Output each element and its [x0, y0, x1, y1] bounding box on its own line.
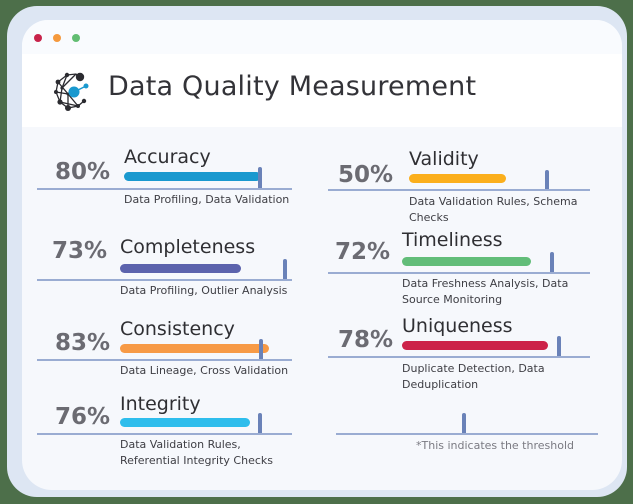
metric-bar	[120, 418, 250, 427]
baseline	[37, 359, 292, 361]
metric-percent: 73%	[52, 238, 108, 264]
metric-name: Uniqueness	[402, 315, 513, 337]
baseline	[37, 279, 292, 281]
window-titlebar	[22, 20, 622, 54]
metric-methods: Data Profiling, Outlier Analysis	[120, 284, 288, 297]
metric-name: Integrity	[120, 393, 201, 415]
metric-bar	[409, 174, 506, 183]
close-dot-icon[interactable]	[34, 34, 42, 42]
baseline	[37, 188, 292, 190]
threshold-marker	[258, 413, 262, 434]
metric-bar	[120, 344, 269, 353]
threshold-marker	[545, 170, 549, 191]
metric-bar	[402, 341, 548, 350]
metric-methods: Data Freshness Analysis, Data Source Mon…	[402, 277, 569, 306]
baseline	[336, 433, 598, 435]
baseline	[328, 356, 590, 358]
metric-methods: Data Profiling, Data Validation	[124, 193, 290, 206]
window-card: Data Quality Measurement 80% Accuracy Da…	[22, 20, 622, 490]
threshold-marker	[550, 252, 554, 273]
maximize-dot-icon[interactable]	[72, 34, 80, 42]
window-frame: Data Quality Measurement 80% Accuracy Da…	[7, 6, 627, 497]
baseline	[328, 189, 590, 191]
metric-methods: Data Validation Rules, Referential Integ…	[120, 438, 273, 467]
header: Data Quality Measurement	[22, 54, 622, 127]
threshold-marker	[462, 413, 466, 434]
metric-bar	[120, 264, 241, 273]
metric-percent: 78%	[338, 327, 394, 353]
metric-name: Timeliness	[402, 229, 503, 251]
metric-percent: 72%	[335, 239, 391, 265]
threshold-marker	[258, 167, 262, 188]
metric-percent: 83%	[55, 330, 111, 356]
metric-name: Accuracy	[124, 146, 211, 168]
threshold-marker	[557, 336, 561, 357]
page-title: Data Quality Measurement	[108, 71, 477, 102]
metric-percent: 76%	[55, 404, 111, 430]
baseline	[37, 433, 292, 435]
metric-methods: Data Validation Rules, Schema Checks	[409, 195, 578, 224]
network-nodes-icon	[54, 72, 89, 111]
metric-percent: 50%	[338, 162, 394, 188]
metric-methods: Data Lineage, Cross Validation	[120, 364, 289, 377]
metric-name: Completeness	[120, 236, 256, 258]
threshold-marker	[259, 339, 263, 360]
threshold-marker	[283, 259, 287, 280]
metric-name: Validity	[409, 148, 479, 170]
metric-bar	[402, 257, 531, 266]
metric-bar	[124, 172, 261, 181]
threshold-note: *This indicates the threshold	[416, 439, 574, 452]
metric-percent: 80%	[55, 159, 111, 185]
metric-methods: Duplicate Detection, Data Deduplication	[402, 362, 545, 391]
metric-name: Consistency	[120, 318, 235, 340]
baseline	[328, 272, 590, 274]
minimize-dot-icon[interactable]	[53, 34, 61, 42]
